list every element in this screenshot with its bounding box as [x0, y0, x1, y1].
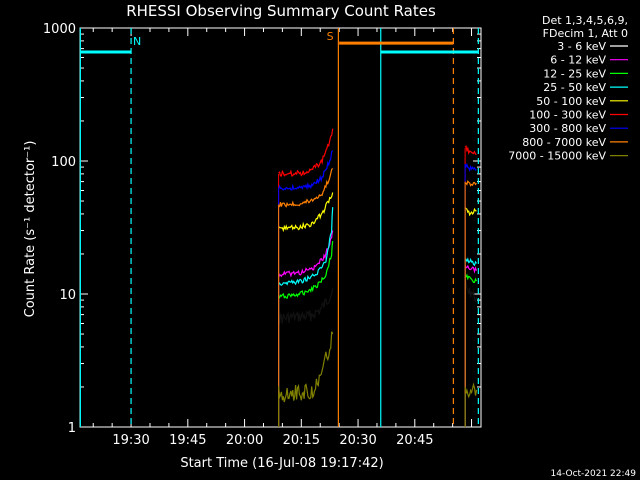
state-annotation: N [133, 35, 141, 48]
y-axis-label: Count Rate (s⁻¹ detector⁻¹) [23, 141, 38, 318]
series-line [464, 382, 478, 399]
x-tick-label: 20:30 [339, 433, 376, 448]
series-line [464, 257, 477, 267]
series-line [464, 264, 478, 274]
series-line [278, 167, 334, 208]
series-line [464, 180, 477, 187]
series-line [278, 192, 334, 233]
legend-entry: 3 - 6 keV [557, 40, 606, 53]
x-tick-label: 19:30 [112, 433, 149, 448]
series-line [464, 162, 477, 172]
series-line [464, 145, 477, 156]
legend-header: Det 1,3,4,5,6,9, [542, 14, 628, 27]
x-axis-label: Start Time (16-Jul-08 19:17:42) [180, 456, 383, 471]
legend-entry: 6 - 12 keV [550, 54, 606, 67]
legend-entry: 25 - 50 keV [543, 81, 606, 94]
legend-entry: 100 - 300 keV [529, 109, 606, 122]
x-tick-label: 20:45 [396, 433, 433, 448]
legend: Det 1,3,4,5,6,9,FDecim 1, Att 03 - 6 keV… [508, 14, 628, 163]
y-tick-label: 100 [51, 155, 76, 170]
series-line [278, 230, 334, 278]
series-line [278, 331, 334, 403]
x-tick-label: 20:00 [226, 433, 263, 448]
x-tick-label: 20:15 [283, 433, 320, 448]
series-line [278, 207, 334, 286]
series-line [464, 279, 478, 302]
series-line [464, 273, 478, 284]
timestamp: 14-Oct-2021 22:49 [551, 469, 637, 479]
legend-entry: 50 - 100 keV [536, 95, 606, 108]
legend-entry: 12 - 25 keV [543, 67, 606, 80]
y-tick-label: 1000 [43, 22, 76, 37]
x-tick-label: 19:45 [169, 433, 206, 448]
series-line [464, 207, 477, 217]
legend-header: FDecim 1, Att 0 [543, 27, 628, 40]
legend-entry: 7000 - 15000 keV [508, 150, 606, 163]
y-tick-label: 1 [68, 421, 76, 436]
state-annotation: S [327, 30, 334, 43]
y-tick-label: 10 [59, 288, 76, 303]
series-line [278, 150, 334, 191]
plot-area: 1 10 100 1000 19:30 19:45 20:00 20:15 20:30 20:45… [43, 22, 482, 448]
series-line [278, 128, 334, 177]
chart-title: RHESSI Observing Summary Count Rates [126, 2, 436, 20]
series-line [278, 288, 334, 325]
series-line [278, 241, 334, 300]
legend-entry: 300 - 800 keV [529, 122, 606, 135]
legend-entry: 800 - 7000 keV [522, 136, 606, 149]
